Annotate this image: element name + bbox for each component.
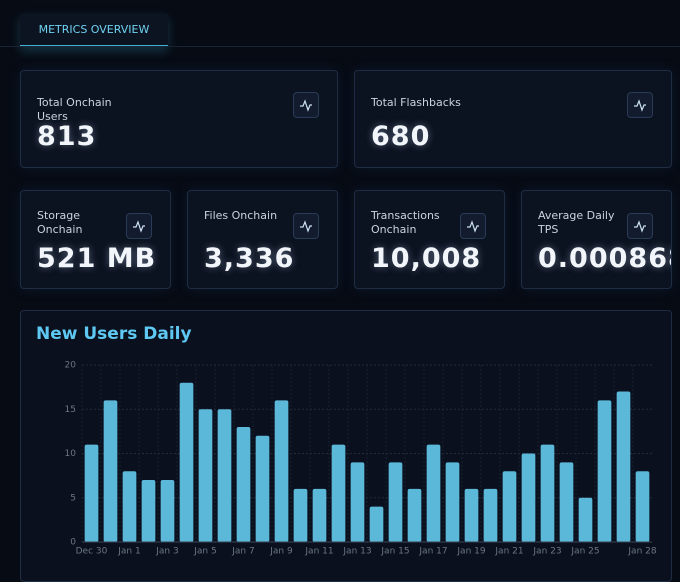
x-tick-label: Jan 25 — [570, 547, 599, 557]
metric-icon — [627, 213, 653, 239]
bar — [597, 400, 612, 542]
bar — [559, 462, 574, 542]
x-tick-label: Jan 1 — [117, 547, 140, 557]
bar — [179, 382, 194, 542]
y-tick-label: 20 — [65, 361, 77, 371]
divider — [0, 46, 680, 47]
x-tick-label: Jan 9 — [269, 547, 293, 557]
y-tick-label: 0 — [70, 538, 76, 548]
bar — [388, 462, 403, 542]
metric-card: Total Flashbacks 680 — [354, 70, 672, 168]
bar — [312, 488, 327, 542]
y-tick-label: 5 — [70, 493, 76, 503]
x-tick-label: Jan 21 — [494, 547, 523, 557]
bar — [274, 400, 289, 542]
bar — [540, 444, 555, 542]
bar — [483, 488, 498, 542]
metric-value: 10,008 — [371, 243, 482, 274]
metric-label: Storage Onchain — [37, 209, 83, 236]
y-tick-label: 15 — [65, 405, 76, 415]
chart-title: New Users Daily — [36, 324, 192, 344]
x-tick-label: Jan 23 — [532, 547, 561, 557]
metric-label: Total Flashbacks — [371, 96, 461, 109]
bar — [255, 435, 270, 542]
x-tick-label: Jan 19 — [456, 547, 485, 557]
bar — [521, 453, 536, 542]
bar — [464, 488, 479, 542]
bar — [407, 488, 422, 542]
metric-icon — [627, 92, 653, 118]
metric-value: 680 — [371, 121, 431, 152]
metric-label: Files Onchain — [204, 209, 278, 222]
metric-icon — [126, 213, 152, 239]
bar — [331, 444, 346, 542]
metric-value: 521 MB — [37, 243, 157, 274]
bar — [350, 462, 365, 542]
bar — [293, 488, 308, 542]
metric-icon — [293, 213, 319, 239]
x-tick-label: Jan 13 — [342, 547, 371, 557]
metric-label: Total Onchain Users — [37, 96, 112, 123]
x-tick-label: Jan 3 — [155, 547, 178, 557]
bar — [445, 462, 460, 542]
chart: New Users Daily 0 5 10 15 20 Dec 30 Jan 1 Jan 3… — [36, 324, 657, 557]
bar — [635, 471, 650, 542]
x-tick-label: Jan 5 — [193, 547, 216, 557]
metric-card: Average Daily TPS 0.000868 — [521, 190, 672, 289]
bar — [369, 506, 384, 542]
metric-icon — [293, 92, 319, 118]
metric-label: Transactions Onchain — [371, 209, 440, 236]
bar — [103, 400, 118, 542]
metric-value: 3,336 — [204, 243, 295, 274]
metric-value: 0.000868 — [538, 243, 671, 274]
x-tick-label: Dec 30 — [76, 547, 108, 557]
metric-label: Average Daily TPS — [538, 209, 615, 236]
bar — [217, 409, 232, 542]
metric-card: Total Onchain Users 813 — [20, 70, 338, 168]
bar — [502, 471, 517, 542]
x-tick-label: Jan 7 — [231, 547, 254, 557]
x-tick-label: Jan 28 — [627, 547, 656, 557]
bar — [236, 426, 251, 542]
bar — [160, 480, 175, 542]
bar — [84, 444, 99, 542]
metric-card: Storage Onchain 521 MB — [20, 190, 171, 289]
x-tick-label: Jan 15 — [380, 547, 409, 557]
x-tick-label: Jan 11 — [304, 547, 333, 557]
metric-card: Transactions Onchain 10,008 — [354, 190, 505, 289]
bar — [122, 471, 137, 542]
page: METRICS OVERVIEW Total Onchain Users 813… — [0, 14, 680, 582]
metric-icon — [460, 213, 486, 239]
bar — [578, 497, 593, 542]
bar — [141, 480, 156, 542]
bar — [616, 391, 631, 542]
x-tick-label: Jan 17 — [418, 547, 447, 557]
bar — [198, 409, 213, 542]
bar — [426, 444, 441, 542]
metric-card: Files Onchain 3,336 — [187, 190, 338, 289]
metric-value: 813 — [37, 121, 97, 152]
y-tick-label: 10 — [65, 449, 77, 459]
